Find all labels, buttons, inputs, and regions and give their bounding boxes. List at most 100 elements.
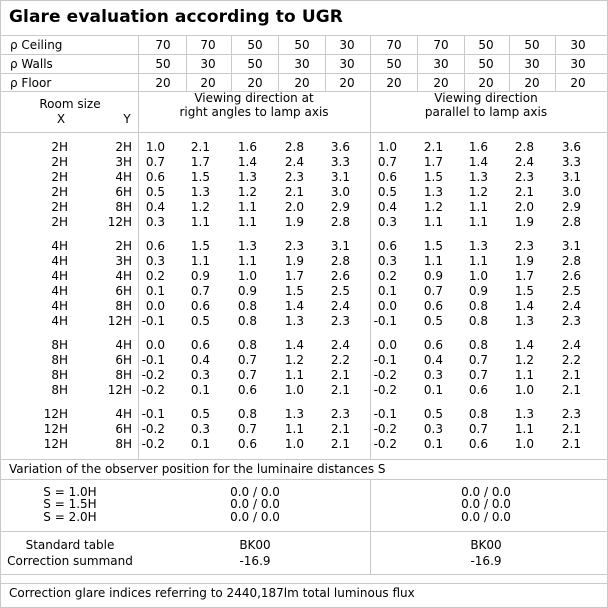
ugr-value-right-angles: 2.0 bbox=[284, 200, 304, 214]
ugr-value-parallel: 3.6 bbox=[561, 140, 581, 154]
ugr-value-right-angles: 1.6 bbox=[237, 140, 257, 154]
ugr-value-parallel: 0.5 bbox=[377, 185, 397, 199]
ugr-value-parallel: 2.6 bbox=[561, 269, 581, 283]
reflectance-value: 20 bbox=[478, 76, 494, 90]
room-x: 2H bbox=[51, 140, 68, 154]
ugr-value-right-angles: 3.3 bbox=[330, 155, 350, 169]
variation-value-right-angles: 0.0 / 0.0 bbox=[230, 485, 280, 499]
reflectance-value: 20 bbox=[294, 76, 310, 90]
ugr-value-parallel: 1.0 bbox=[377, 140, 397, 154]
ugr-value-right-angles: 0.7 bbox=[237, 422, 257, 436]
ugr-value-parallel: 0.1 bbox=[377, 284, 397, 298]
viewing-direction-right-angles: right angles to lamp axis bbox=[179, 105, 329, 119]
reflectance-label: ρ Floor bbox=[10, 76, 52, 90]
ugr-value-right-angles: 1.0 bbox=[284, 437, 304, 451]
ugr-value-parallel: 1.3 bbox=[423, 185, 443, 199]
ugr-value-right-angles: 1.3 bbox=[284, 407, 304, 421]
h-rule bbox=[1, 73, 607, 74]
ugr-value-parallel: 0.5 bbox=[423, 314, 443, 328]
ugr-value-right-angles: 1.9 bbox=[284, 215, 304, 229]
reflectance-value: 20 bbox=[200, 76, 216, 90]
ugr-value-parallel: 0.7 bbox=[468, 422, 488, 436]
ugr-value-parallel: 0.6 bbox=[377, 170, 397, 184]
viewing-direction-right-angles: Viewing direction at bbox=[194, 91, 314, 105]
ugr-value-right-angles: 1.1 bbox=[284, 422, 304, 436]
ugr-value-right-angles: 1.0 bbox=[237, 269, 257, 283]
ugr-value-parallel: 1.5 bbox=[423, 170, 443, 184]
ugr-value-right-angles: 0.3 bbox=[145, 215, 165, 229]
v-rule bbox=[186, 35, 187, 91]
ugr-value-parallel: 1.3 bbox=[468, 239, 488, 253]
ugr-value-parallel: -0.1 bbox=[373, 353, 397, 367]
ugr-value-right-angles: -0.2 bbox=[141, 437, 165, 451]
room-x: 8H bbox=[51, 338, 68, 352]
h-rule bbox=[1, 479, 607, 480]
v-rule bbox=[138, 91, 139, 459]
ugr-value-right-angles: 2.1 bbox=[330, 422, 350, 436]
standard-table-right-angles: BK00 bbox=[239, 538, 271, 552]
h-rule bbox=[1, 35, 607, 36]
room-y: 6H bbox=[115, 422, 132, 436]
ugr-value-parallel: 2.1 bbox=[561, 368, 581, 382]
correction-summand-parallel: -16.9 bbox=[470, 554, 502, 568]
ugr-value-right-angles: 0.8 bbox=[237, 338, 257, 352]
reflectance-value: 30 bbox=[339, 57, 355, 71]
ugr-value-right-angles: -0.1 bbox=[141, 314, 165, 328]
ugr-value-right-angles: 1.3 bbox=[190, 185, 210, 199]
v-rule bbox=[417, 35, 418, 91]
ugr-value-parallel: 0.5 bbox=[423, 407, 443, 421]
room-y: 12H bbox=[107, 314, 132, 328]
reflectance-value: 70 bbox=[386, 38, 402, 52]
h-rule bbox=[1, 574, 607, 575]
variation-label: S = 1.0H bbox=[43, 485, 97, 499]
reflectance-value: 30 bbox=[433, 57, 449, 71]
ugr-value-right-angles: 1.5 bbox=[190, 239, 210, 253]
correction-summand-right-angles: -16.9 bbox=[239, 554, 271, 568]
standard-table-parallel: BK00 bbox=[470, 538, 502, 552]
ugr-value-right-angles: 1.4 bbox=[237, 155, 257, 169]
ugr-value-right-angles: 2.8 bbox=[330, 215, 350, 229]
ugr-value-right-angles: 2.1 bbox=[330, 383, 350, 397]
reflectance-value: 30 bbox=[339, 38, 355, 52]
ugr-value-parallel: 1.1 bbox=[468, 200, 488, 214]
ugr-value-parallel: 2.3 bbox=[561, 314, 581, 328]
ugr-value-parallel: 2.1 bbox=[561, 437, 581, 451]
room-y: 3H bbox=[115, 155, 132, 169]
ugr-value-right-angles: 2.3 bbox=[330, 407, 350, 421]
reflectance-value: 50 bbox=[524, 38, 540, 52]
ugr-value-right-angles: 2.4 bbox=[330, 338, 350, 352]
ugr-value-right-angles: 2.5 bbox=[330, 284, 350, 298]
ugr-value-parallel: 1.6 bbox=[468, 140, 488, 154]
ugr-value-right-angles: 0.7 bbox=[237, 353, 257, 367]
ugr-value-right-angles: 0.6 bbox=[145, 170, 165, 184]
ugr-value-parallel: 0.8 bbox=[468, 299, 488, 313]
ugr-value-parallel: 1.2 bbox=[468, 185, 488, 199]
ugr-value-right-angles: 1.2 bbox=[284, 353, 304, 367]
room-y: 6H bbox=[115, 353, 132, 367]
ugr-value-right-angles: 2.3 bbox=[284, 239, 304, 253]
v-rule bbox=[555, 35, 556, 91]
ugr-value-right-angles: -0.2 bbox=[141, 422, 165, 436]
ugr-value-right-angles: 1.5 bbox=[284, 284, 304, 298]
reflectance-value: 20 bbox=[386, 76, 402, 90]
ugr-value-right-angles: -0.1 bbox=[141, 407, 165, 421]
h-rule bbox=[1, 583, 607, 584]
ugr-value-right-angles: 0.4 bbox=[190, 353, 210, 367]
ugr-value-right-angles: 0.4 bbox=[145, 200, 165, 214]
ugr-value-parallel: 0.1 bbox=[423, 383, 443, 397]
room-x: 12H bbox=[43, 437, 68, 451]
ugr-value-parallel: 0.6 bbox=[423, 299, 443, 313]
ugr-value-right-angles: 0.7 bbox=[190, 284, 210, 298]
reflectance-value: 20 bbox=[247, 76, 263, 90]
ugr-value-right-angles: 1.1 bbox=[237, 200, 257, 214]
reflectance-value: 50 bbox=[247, 38, 263, 52]
ugr-value-parallel: 1.4 bbox=[468, 155, 488, 169]
ugr-value-parallel: 2.9 bbox=[561, 200, 581, 214]
ugr-value-parallel: 3.3 bbox=[561, 155, 581, 169]
ugr-value-parallel: 2.1 bbox=[514, 185, 534, 199]
ugr-value-parallel: 0.7 bbox=[377, 155, 397, 169]
room-x: 4H bbox=[51, 254, 68, 268]
ugr-value-right-angles: 0.3 bbox=[190, 422, 210, 436]
ugr-value-right-angles: 1.0 bbox=[284, 383, 304, 397]
